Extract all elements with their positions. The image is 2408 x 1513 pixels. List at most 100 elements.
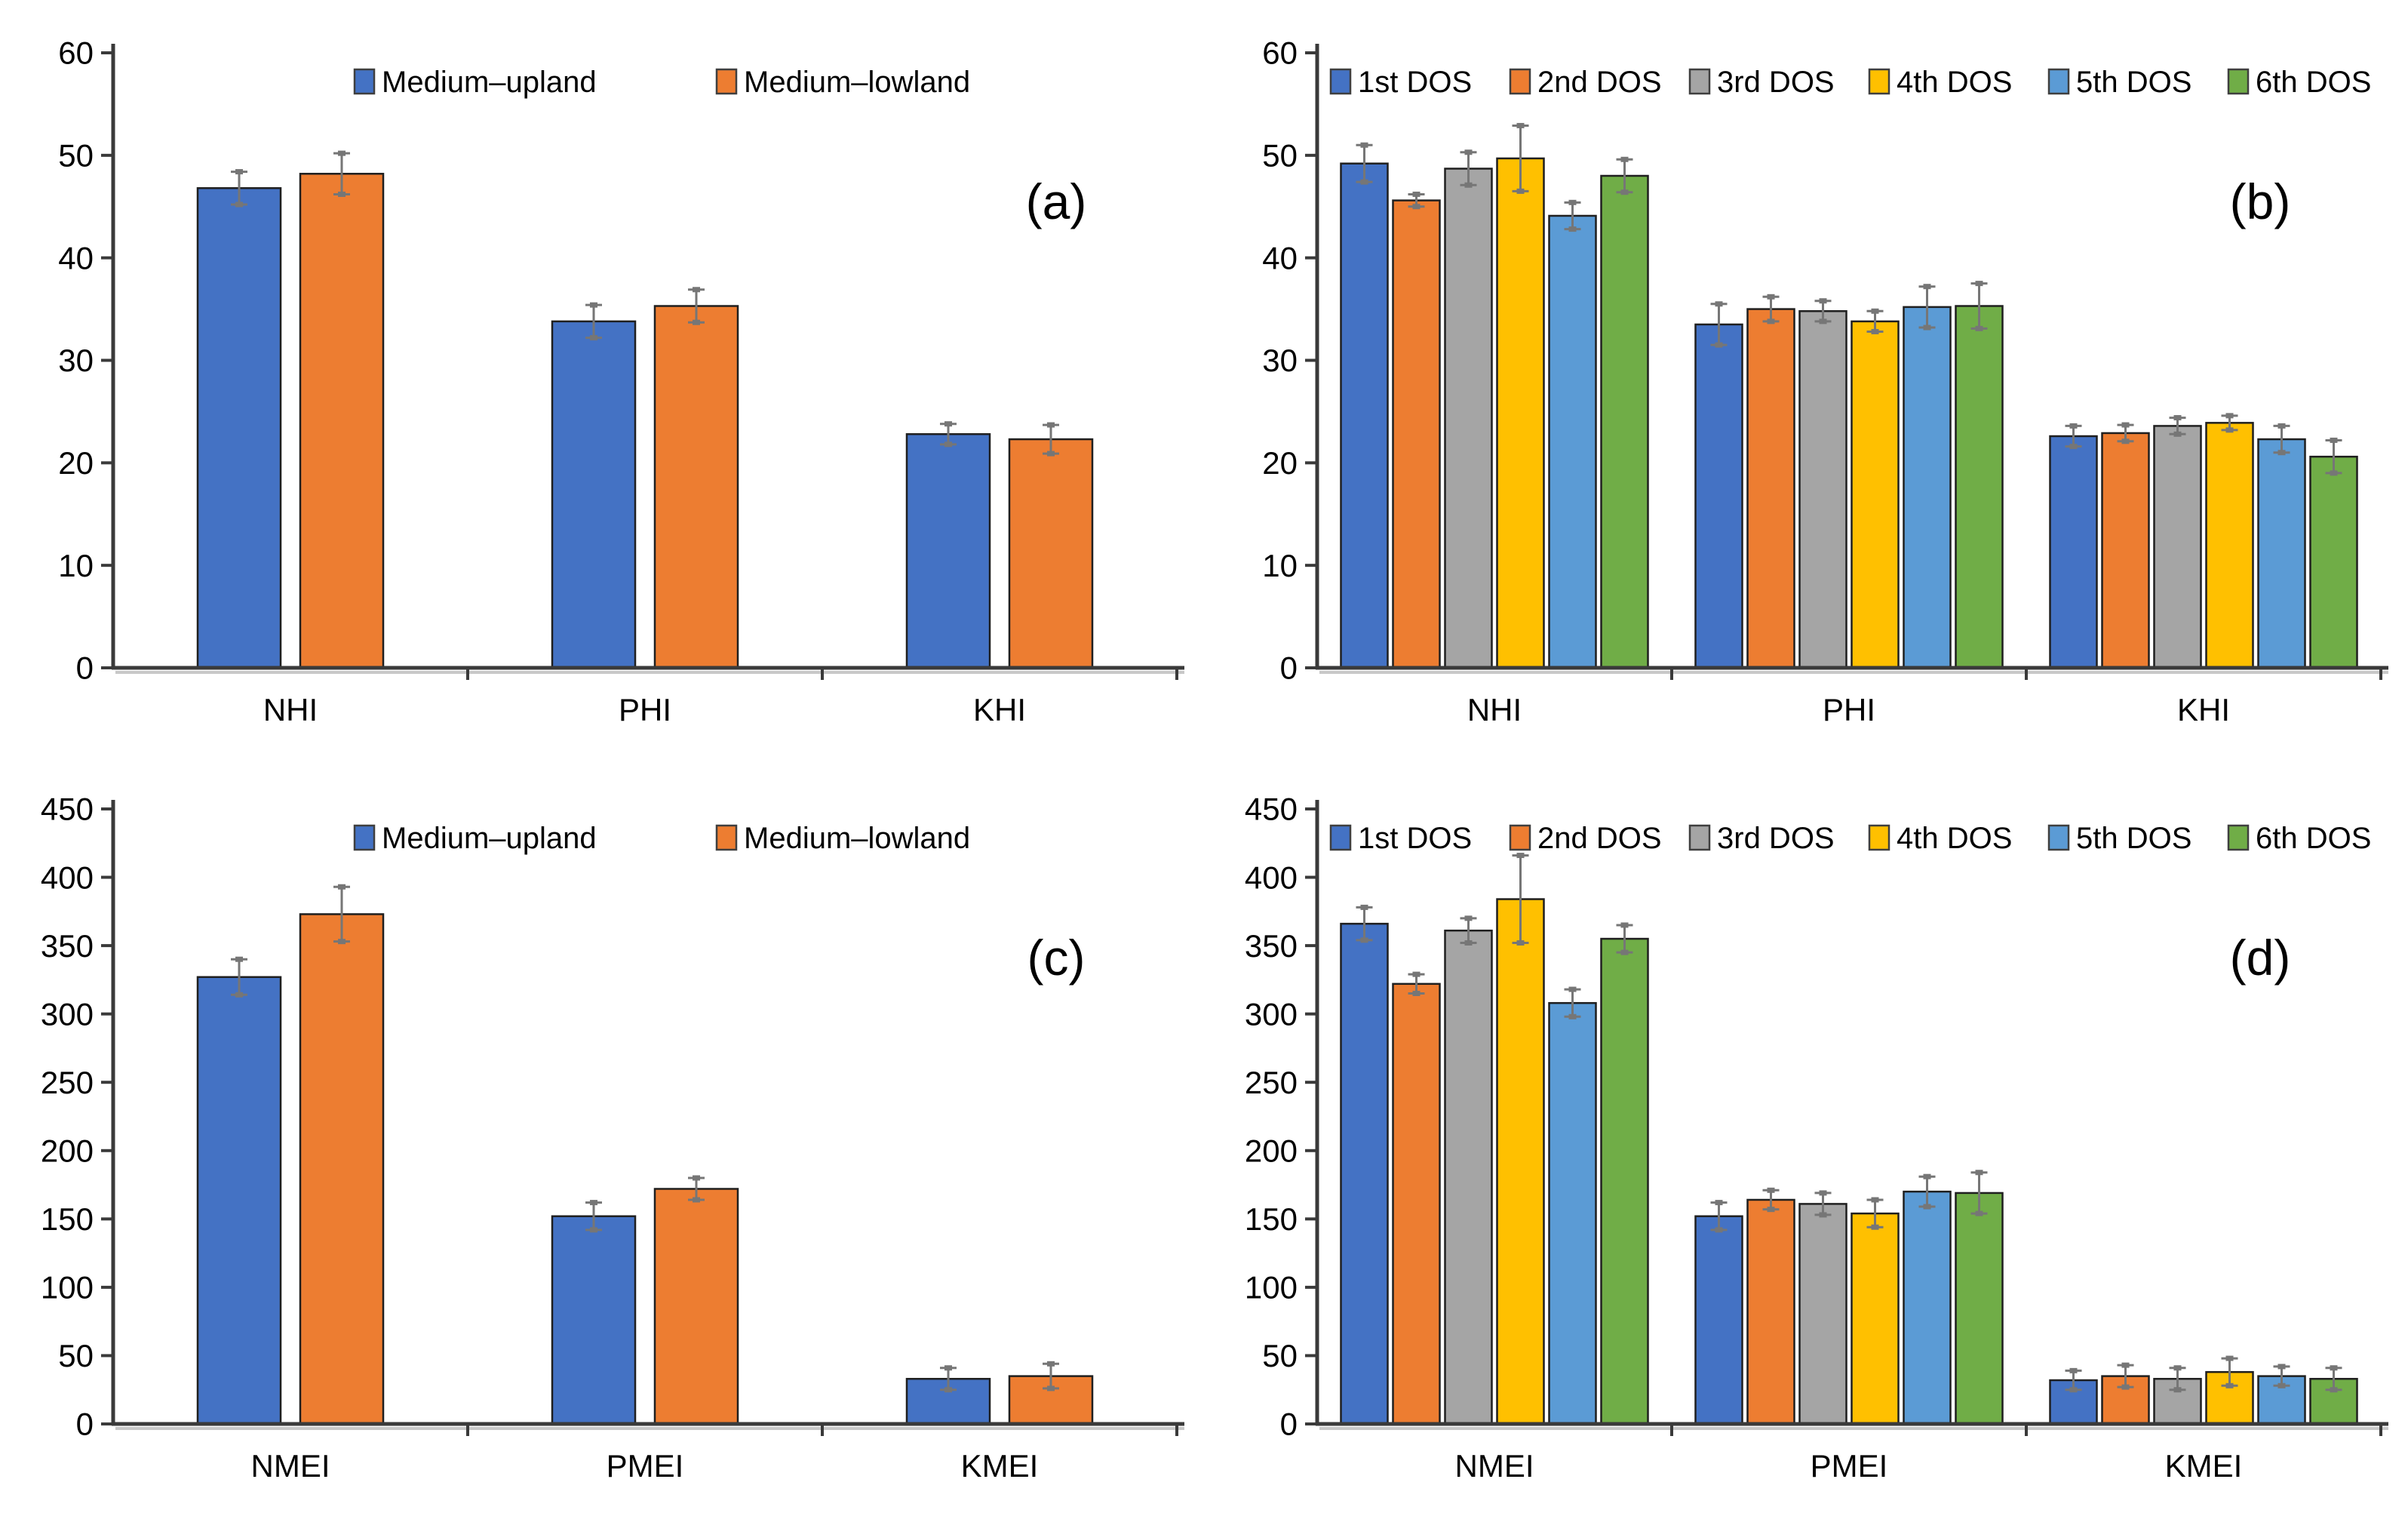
y-tick-label: 40 [1262, 240, 1298, 275]
bar-3rd-DOS-PMEI [1798, 1203, 1847, 1425]
y-tick-label: 40 [58, 240, 94, 275]
bar-6th-DOS-PHI [1955, 305, 2004, 669]
chart-d: 0 50 100 150 200 250 300 350 400 450 NMEI PMEI KMEI 1… [1245, 792, 2388, 1484]
error-bar-end-top [590, 1200, 597, 1206]
error-bar-end-bottom [1360, 937, 1368, 943]
error-bar-end-bottom [1767, 1207, 1775, 1213]
legend-label-1st-DOS: 1st DOS [1358, 66, 1472, 99]
y-tick-label: 250 [1245, 1065, 1298, 1100]
error-bar-end-top [1767, 1187, 1775, 1193]
error-bar-end-top [1412, 191, 1421, 197]
legend-label-2nd-DOS: 2nd DOS [1537, 822, 1662, 855]
legend-label-Medium–lowland: Medium–lowland [744, 822, 970, 855]
y-tick-label: 50 [1262, 138, 1298, 174]
error-bar-end-top [2330, 1365, 2338, 1371]
error-bar-end-top [1819, 298, 1827, 304]
error-bar-end-bottom [1047, 1385, 1055, 1392]
category-label-KMEI: KMEI [2165, 1448, 2243, 1484]
error-bar-end-top [1715, 1200, 1723, 1206]
category-label-KMEI: KMEI [961, 1448, 1039, 1484]
y-tick-label: 0 [76, 650, 94, 686]
error-bar-end-bottom [1871, 328, 1879, 334]
panel-b: 0 10 20 30 40 50 60 NHI PHI KHI 1st DOS 2nd DOS 3rd … [1204, 0, 2408, 756]
error-bar-end-top [2225, 413, 2234, 419]
error-bar-end-bottom [2277, 1382, 2286, 1388]
error-bar-end-top [693, 1175, 700, 1181]
error-bar-end-bottom [2330, 1387, 2338, 1393]
bar-Medium–lowland-KHI [1008, 438, 1094, 669]
error-bar-end-bottom [1620, 189, 1629, 195]
legend-swatch-4th-DOS [1868, 824, 1890, 851]
bar-1st-DOS-NMEI [1340, 922, 1389, 1425]
legend-label-5th-DOS: 5th DOS [2076, 822, 2191, 855]
error-bar-end-bottom [1767, 318, 1775, 324]
category-label-KHI: KHI [2177, 692, 2230, 727]
error-bar-end-bottom [1568, 1013, 1577, 1019]
bar-2nd-DOS-PHI [1746, 308, 1795, 669]
y-tick-label: 150 [41, 1201, 94, 1237]
error-bar-end-bottom [1412, 991, 1421, 996]
error-bar-end-bottom [1047, 451, 1055, 457]
legend-swatch-3rd-DOS [1688, 824, 1711, 851]
y-tick-label: 60 [1262, 35, 1298, 71]
error-bar-end-top [1620, 922, 1629, 928]
category-label-PHI: PHI [1823, 692, 1875, 727]
y-tick-label: 200 [41, 1133, 94, 1168]
bar-3rd-DOS-NHI [1444, 168, 1493, 669]
legend-label-1st-DOS: 1st DOS [1358, 822, 1472, 855]
category-label-NMEI: NMEI [251, 1448, 330, 1484]
error-bar-end-top [2173, 415, 2182, 421]
legend-swatch-5th-DOS [2047, 68, 2070, 95]
bar-Medium–upland-NMEI [196, 976, 282, 1425]
error-bar-end-bottom [1819, 318, 1827, 324]
error-bar-end-top [2173, 1365, 2182, 1371]
error-bar-end-top [2069, 423, 2078, 429]
error-bar-end-top [1923, 1173, 1931, 1179]
legend-swatch-1st-DOS [1329, 68, 1352, 95]
error-bar-end-bottom [2121, 438, 2130, 444]
error-bar-end-bottom [235, 992, 243, 998]
error-bar-end-top [1464, 915, 1473, 921]
error-bar-end-top [1923, 284, 1931, 290]
y-tick-label: 150 [1245, 1201, 1298, 1237]
chart-a: 0 10 20 30 40 50 60 NHI PHI KHI Medium–upland Mediu… [58, 35, 1184, 727]
panel-letter-c: (c) [1027, 930, 1086, 986]
error-bar-end-bottom [1871, 1224, 1879, 1230]
bar-4th-DOS-PHI [1851, 320, 1900, 669]
category-label-PHI: PHI [619, 692, 671, 727]
error-bar-end-bottom [2225, 427, 2234, 433]
legend-label-6th-DOS: 6th DOS [2256, 66, 2371, 99]
legend-label-6th-DOS: 6th DOS [2256, 822, 2371, 855]
y-tick-label: 250 [41, 1065, 94, 1100]
legend-swatch-3rd-DOS [1688, 68, 1711, 95]
bar-Medium–upland-NHI [196, 187, 282, 669]
y-tick-label: 450 [41, 792, 94, 827]
y-tick-label: 0 [1280, 650, 1298, 686]
bar-5th-DOS-NHI [1548, 214, 1597, 669]
error-bar-end-bottom [1360, 179, 1368, 185]
bar-1st-DOS-NHI [1340, 162, 1389, 669]
bar-Medium–upland-PHI [551, 320, 637, 669]
y-tick-label: 450 [1245, 792, 1298, 827]
error-bar-end-bottom [235, 201, 243, 208]
y-tick-label: 20 [1262, 445, 1298, 481]
bar-3rd-DOS-KHI [2153, 425, 2202, 669]
y-tick-label: 100 [1245, 1270, 1298, 1305]
bar-6th-DOS-PMEI [1955, 1192, 2004, 1425]
bar-2nd-DOS-KHI [2101, 432, 2150, 669]
bar-5th-DOS-NMEI [1548, 1001, 1597, 1425]
chart-c: 0 50 100 150 200 250 300 350 400 450 NMEI PMEI KMEI M… [41, 792, 1184, 1484]
error-bar-end-top [1975, 1170, 1983, 1176]
legend-swatch-6th-DOS [2227, 824, 2250, 851]
error-bar-end-top [338, 150, 346, 156]
y-tick-label: 20 [58, 445, 94, 481]
legend-label-4th-DOS: 4th DOS [1897, 822, 2012, 855]
legend-label-Medium–upland: Medium–upland [382, 66, 597, 99]
bar-4th-DOS-KHI [2205, 422, 2254, 669]
bar-5th-DOS-PHI [1903, 306, 1952, 669]
error-bar-end-bottom [1715, 1227, 1723, 1233]
error-bar-end-top [1568, 986, 1577, 992]
bar-1st-DOS-PHI [1694, 323, 1743, 669]
error-bar-end-top [1767, 294, 1775, 300]
panel-letter-a: (a) [1026, 174, 1087, 229]
